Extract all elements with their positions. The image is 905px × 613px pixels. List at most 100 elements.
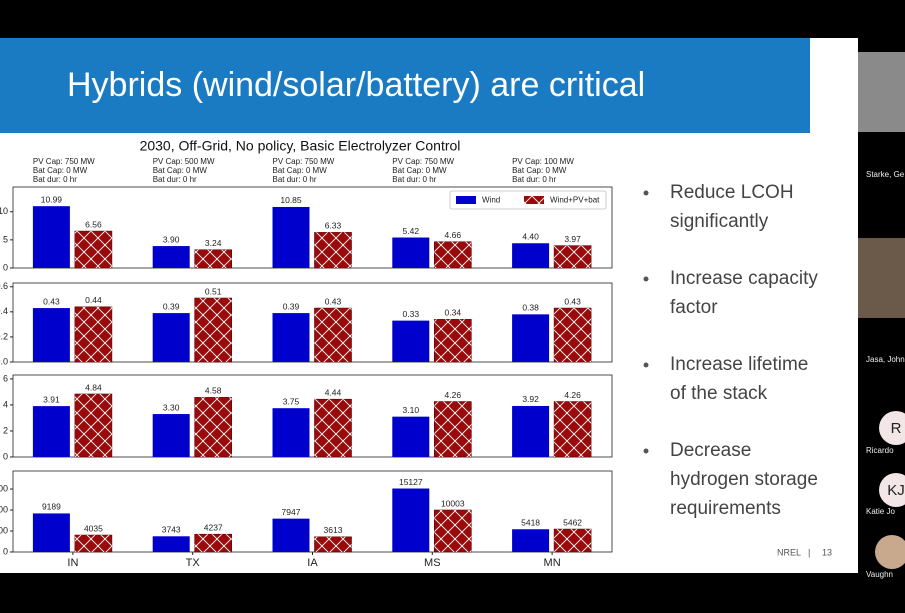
bullet-dot: [643, 448, 649, 454]
value-label: 7947: [282, 507, 301, 517]
plot-frame: [12, 374, 613, 458]
y-tick-label: 0: [3, 451, 8, 461]
value-label: 0.44: [85, 295, 102, 305]
bar: [392, 320, 430, 362]
annotation: Bat Cap: 0 MW: [273, 166, 328, 175]
value-label: 3.97: [564, 234, 581, 244]
legend-label: Wind+PV+bat: [550, 196, 600, 205]
value-label: 6.56: [85, 219, 102, 229]
bar: [272, 313, 310, 362]
value-label: 4237: [204, 522, 223, 532]
bullet-text: Increase capacity: [670, 268, 818, 289]
value-label: 3.92: [522, 394, 539, 404]
avatar: [879, 411, 905, 445]
value-label: 3.30: [163, 402, 180, 412]
participant-name[interactable]: Vaughn: [866, 570, 893, 579]
title-bar: [0, 38, 810, 133]
bullet-dot: [643, 276, 649, 282]
y-tick-label: 0: [3, 262, 8, 272]
value-label: 4.58: [205, 386, 222, 396]
bar-hatch: [74, 535, 112, 552]
bar-hatch: [194, 298, 232, 362]
bar: [512, 405, 550, 457]
bullet-text: Reduce LCOH: [670, 182, 794, 203]
value-label: 10.85: [280, 195, 302, 205]
bar: [272, 206, 310, 268]
value-label: 0.43: [325, 296, 342, 306]
value-label: 4.26: [564, 390, 581, 400]
value-label: 3613: [324, 525, 343, 535]
bar: [392, 488, 430, 552]
annotation: PV Cap: 750 MW: [273, 157, 335, 166]
bar: [392, 416, 430, 457]
bar: [392, 237, 430, 268]
value-label: 0.33: [403, 309, 420, 319]
annotation: PV Cap: 750 MW: [392, 157, 454, 166]
bar-hatch: [554, 529, 592, 552]
value-label: 0.39: [163, 301, 180, 311]
bar-hatch: [434, 510, 472, 552]
bar: [152, 414, 190, 457]
bar-hatch: [554, 245, 592, 268]
value-label: 4.26: [445, 390, 462, 400]
x-tick-label: MS: [424, 557, 441, 569]
legend-swatch: [456, 196, 476, 204]
bar-hatch: [554, 401, 592, 457]
value-label: 4.66: [445, 230, 462, 240]
value-label: 10.99: [41, 194, 63, 204]
bar: [32, 308, 70, 362]
y-tick-label: 0.2: [0, 331, 8, 341]
value-label: 3.91: [43, 394, 60, 404]
x-tick-label: MN: [544, 557, 561, 569]
y-tick-label: 0: [3, 546, 8, 556]
avatar: [879, 473, 905, 507]
participant-name[interactable]: Jasa, John: [866, 355, 905, 364]
bar: [152, 313, 190, 362]
bar-hatch: [74, 306, 112, 362]
bar-hatch: [434, 319, 472, 362]
bullet-text: Decrease: [670, 440, 751, 461]
value-label: 5462: [563, 517, 582, 527]
bar-hatch: [194, 534, 232, 552]
y-tick-label: 0.0: [0, 356, 8, 366]
y-tick-label: 0.6: [0, 281, 8, 291]
x-tick-label: TX: [186, 557, 201, 569]
bar: [32, 406, 70, 457]
bar: [32, 206, 70, 268]
bullet-text: requirements: [670, 498, 781, 519]
value-label: 5.42: [403, 226, 420, 236]
value-label: 15127: [399, 477, 423, 487]
bullet-text: hydrogen storage: [670, 469, 818, 490]
value-label: 3.75: [283, 396, 300, 406]
annotation: Bat Cap: 0 MW: [512, 166, 567, 175]
participant-name[interactable]: Katie Jo: [866, 507, 895, 516]
annotation: Bat Cap: 0 MW: [153, 166, 208, 175]
value-label: 3.10: [403, 405, 420, 415]
slide-title: Hybrids (wind/solar/battery) are critica…: [67, 66, 645, 104]
value-label: 5418: [521, 518, 540, 528]
value-label: 0.34: [445, 308, 462, 318]
bar-hatch: [74, 394, 112, 457]
bar: [272, 408, 310, 457]
y-tick-label: 10: [0, 206, 8, 216]
y-tick-label: 15000: [0, 483, 8, 493]
annotation: PV Cap: 750 MW: [33, 157, 95, 166]
video-tile: [858, 52, 905, 132]
bar-hatch: [314, 232, 352, 268]
bullet-text: significantly: [670, 211, 769, 232]
y-tick-label: 5: [3, 234, 8, 244]
participant-name[interactable]: Ricardo: [866, 446, 894, 455]
participant-name[interactable]: Starke, Ge: [866, 170, 905, 179]
bar-hatch: [314, 399, 352, 457]
value-label: 10003: [441, 498, 465, 508]
bar-hatch: [434, 241, 472, 268]
bar-hatch: [314, 308, 352, 362]
value-label: 3.90: [163, 234, 180, 244]
y-tick-label: 5000: [0, 525, 8, 535]
annotation: Bat dur: 0 hr: [512, 175, 556, 184]
footer-org: NREL: [777, 547, 801, 557]
bar-hatch: [194, 249, 232, 268]
legend-hatch: [524, 196, 544, 204]
annotation: PV Cap: 100 MW: [512, 157, 574, 166]
